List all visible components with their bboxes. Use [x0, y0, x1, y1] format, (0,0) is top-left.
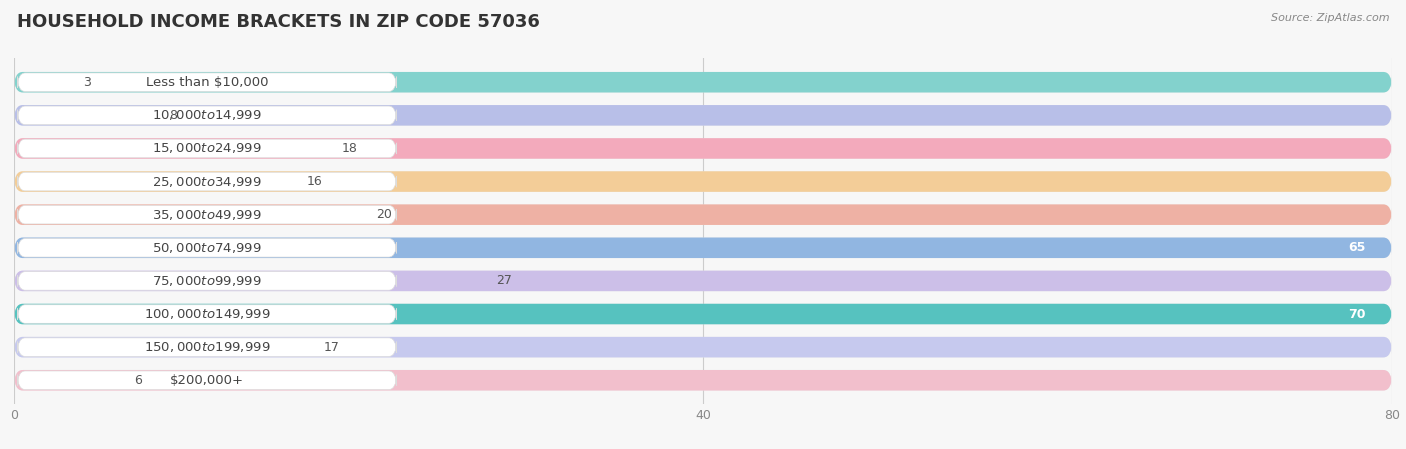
Text: HOUSEHOLD INCOME BRACKETS IN ZIP CODE 57036: HOUSEHOLD INCOME BRACKETS IN ZIP CODE 57… [17, 13, 540, 31]
FancyBboxPatch shape [14, 172, 1392, 192]
FancyBboxPatch shape [14, 105, 1392, 126]
FancyBboxPatch shape [14, 337, 1392, 357]
FancyBboxPatch shape [14, 72, 1392, 92]
FancyBboxPatch shape [14, 337, 1392, 357]
FancyBboxPatch shape [17, 272, 396, 290]
FancyBboxPatch shape [14, 304, 1392, 324]
Text: 16: 16 [307, 175, 322, 188]
Text: 65: 65 [1348, 241, 1367, 254]
Text: 17: 17 [325, 341, 340, 354]
FancyBboxPatch shape [17, 73, 396, 92]
FancyBboxPatch shape [17, 172, 396, 191]
FancyBboxPatch shape [17, 371, 396, 390]
FancyBboxPatch shape [17, 305, 396, 323]
Text: 6: 6 [135, 374, 142, 387]
Text: $200,000+: $200,000+ [170, 374, 245, 387]
FancyBboxPatch shape [17, 106, 396, 125]
FancyBboxPatch shape [14, 238, 1392, 258]
Text: $100,000 to $149,999: $100,000 to $149,999 [143, 307, 270, 321]
Text: $35,000 to $49,999: $35,000 to $49,999 [152, 208, 262, 222]
FancyBboxPatch shape [14, 72, 1392, 92]
Text: 20: 20 [375, 208, 392, 221]
FancyBboxPatch shape [14, 138, 1392, 158]
FancyBboxPatch shape [14, 304, 1392, 324]
FancyBboxPatch shape [14, 271, 1392, 291]
Text: Less than $10,000: Less than $10,000 [146, 76, 269, 89]
Text: $15,000 to $24,999: $15,000 to $24,999 [152, 141, 262, 155]
FancyBboxPatch shape [14, 105, 1392, 126]
Text: $150,000 to $199,999: $150,000 to $199,999 [143, 340, 270, 354]
Text: Source: ZipAtlas.com: Source: ZipAtlas.com [1271, 13, 1389, 23]
FancyBboxPatch shape [14, 370, 1392, 391]
FancyBboxPatch shape [14, 271, 1392, 291]
FancyBboxPatch shape [14, 370, 1392, 391]
Text: 3: 3 [83, 76, 91, 89]
Text: $10,000 to $14,999: $10,000 to $14,999 [152, 108, 262, 122]
FancyBboxPatch shape [14, 204, 1392, 225]
FancyBboxPatch shape [14, 238, 1392, 258]
FancyBboxPatch shape [14, 138, 1392, 158]
Text: 8: 8 [169, 109, 177, 122]
Text: $75,000 to $99,999: $75,000 to $99,999 [152, 274, 262, 288]
FancyBboxPatch shape [17, 238, 396, 257]
Text: 27: 27 [496, 274, 512, 287]
FancyBboxPatch shape [17, 139, 396, 158]
FancyBboxPatch shape [14, 204, 1392, 225]
Text: $50,000 to $74,999: $50,000 to $74,999 [152, 241, 262, 255]
Text: 18: 18 [342, 142, 357, 155]
FancyBboxPatch shape [17, 205, 396, 224]
FancyBboxPatch shape [14, 172, 1392, 192]
Text: $25,000 to $34,999: $25,000 to $34,999 [152, 175, 262, 189]
Text: 70: 70 [1348, 308, 1367, 321]
FancyBboxPatch shape [17, 338, 396, 357]
